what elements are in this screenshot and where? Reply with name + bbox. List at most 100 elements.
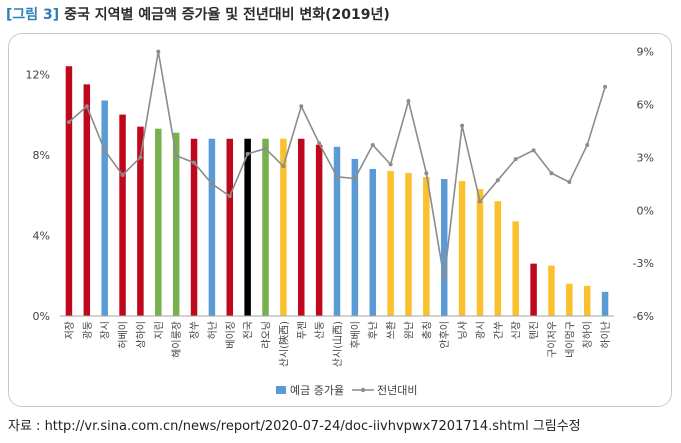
figure-title: [그림 3] 중국 지역별 예금액 증가율 및 전년대비 변화(2019년) <box>6 4 390 24</box>
left-axis-tick-label: 4% <box>33 229 50 242</box>
bar-네이멍구 <box>566 283 573 316</box>
bar-산시(陝西) <box>280 138 287 316</box>
bar-허난 <box>208 138 216 316</box>
bar-하이난 <box>601 291 609 316</box>
left-axis: 0% 4% 8% 12% <box>26 68 50 323</box>
bar-장쑤 <box>190 138 198 316</box>
bar-충칭 <box>423 177 430 316</box>
x-tick-label: 네이멍구 <box>564 321 576 358</box>
line-point-장시 <box>102 148 107 153</box>
x-tick-label: 구이저우 <box>546 321 558 358</box>
x-tick-label: 랴오닝 <box>261 321 273 349</box>
right-axis-tick-label: 9% <box>637 46 654 59</box>
x-tick-label: 산시(陝西) <box>278 321 290 367</box>
bar-후난 <box>369 168 376 316</box>
bar-광시 <box>476 189 484 316</box>
line-point-저장 <box>66 120 71 125</box>
bar-신장 <box>512 221 519 316</box>
x-tick-label: 톈진 <box>529 321 541 339</box>
bar-헤이룽장 <box>172 132 180 316</box>
line-point-네이멍구 <box>567 180 572 185</box>
bar-베이징 <box>226 138 234 316</box>
line-point-헤이룽장 <box>174 153 179 158</box>
x-tick-label: 허난 <box>207 321 219 339</box>
line-point-랴오닝 <box>263 146 268 151</box>
legend: 예금 증가율 전년대비 <box>276 384 417 397</box>
x-tick-label: 광둥 <box>82 321 94 339</box>
line-point-전국 <box>245 151 250 156</box>
legend-line-label: 전년대비 <box>377 384 417 397</box>
line-point-쓰촨 <box>388 162 393 167</box>
bar-지린 <box>155 128 162 316</box>
line-point-허베이 <box>120 173 125 177</box>
line-point-후난 <box>370 143 375 148</box>
x-tick-label: 충칭 <box>421 321 433 339</box>
x-tick-label: 베이징 <box>225 321 237 349</box>
line-point-신장 <box>513 157 518 162</box>
bar-산시(山西) <box>333 146 341 316</box>
x-tick-label: 신장 <box>511 321 523 339</box>
right-axis-tick-label: 3% <box>637 151 654 164</box>
source-note: 자료 : http://vr.sina.com.cn/news/report/2… <box>8 419 581 434</box>
right-axis: -6% -3% 0% 3% 6% 9% <box>633 46 654 323</box>
left-axis-tick-label: 8% <box>33 149 50 162</box>
bar-series <box>65 66 609 317</box>
line-point-윈난 <box>406 98 411 103</box>
line-point-상하이 <box>138 155 143 160</box>
line-point-구이저우 <box>549 171 554 176</box>
bar-저장 <box>65 66 73 316</box>
line-point-산시(山西) <box>335 174 339 179</box>
left-axis-tick-label: 0% <box>33 310 50 323</box>
x-tick-label: 안후이 <box>439 321 451 349</box>
right-axis-tick-label: 6% <box>637 99 654 112</box>
line-point-푸젠 <box>299 104 304 109</box>
line-point-칭하이 <box>585 143 590 148</box>
x-tick-label: 산둥 <box>314 321 326 339</box>
line-point-베이징 <box>227 194 232 199</box>
bar-랴오닝 <box>262 138 269 316</box>
line-point-후베이 <box>352 176 357 181</box>
line-point-안후이 <box>442 276 447 281</box>
x-tick-label: 저장 <box>64 321 76 339</box>
bar-상하이 <box>137 126 144 317</box>
line-point-닝샤 <box>460 123 465 128</box>
figure-title-text: 중국 지역별 예금액 증가율 및 전년대비 변화(2019년) <box>64 7 390 23</box>
line-point-장쑤 <box>192 160 197 165</box>
x-tick-label: 장쑤 <box>189 321 201 339</box>
left-axis-tick-label: 12% <box>26 68 50 81</box>
chart-frame <box>8 33 672 407</box>
x-tick-label: 산시(山西) <box>332 321 344 367</box>
bar-허베이 <box>119 114 126 316</box>
x-tick-label: 후베이 <box>350 321 362 349</box>
line-point-지린 <box>156 49 161 54</box>
right-axis-tick-label: -6% <box>633 310 654 323</box>
bar-톈진 <box>530 263 537 316</box>
figure-tag: [그림 3] <box>6 7 60 23</box>
x-tick-label: 헤이룽장 <box>171 321 183 358</box>
bar-산둥 <box>315 144 323 316</box>
bar-푸젠 <box>298 138 305 316</box>
line-point-산시(陝西) <box>281 164 286 169</box>
x-tick-label: 허베이 <box>118 321 130 349</box>
x-tick-label: 광시 <box>475 321 487 339</box>
line-point-광둥 <box>84 104 89 109</box>
x-tick-label: 쓰촨 <box>386 321 398 339</box>
x-tick-label: 윈난 <box>403 321 415 339</box>
bar-구이저우 <box>548 265 555 316</box>
legend-line-marker <box>360 387 366 393</box>
line-point-하이난 <box>603 84 608 89</box>
x-tick-label: 간쑤 <box>493 321 505 339</box>
legend-bar-swatch <box>276 386 286 394</box>
bar-장시 <box>101 100 108 316</box>
x-tick-label: 장시 <box>100 321 112 339</box>
line-point-광시 <box>477 199 482 204</box>
right-axis-tick-label: 0% <box>637 204 654 217</box>
x-tick-label: 하이난 <box>599 321 612 349</box>
line-point-허난 <box>209 181 214 186</box>
bar-안후이 <box>440 179 448 316</box>
bar-후베이 <box>351 158 359 316</box>
right-axis-tick-label: -3% <box>633 257 654 270</box>
legend-bar-label: 예금 증가율 <box>290 384 344 397</box>
bar-전국 <box>244 138 251 316</box>
